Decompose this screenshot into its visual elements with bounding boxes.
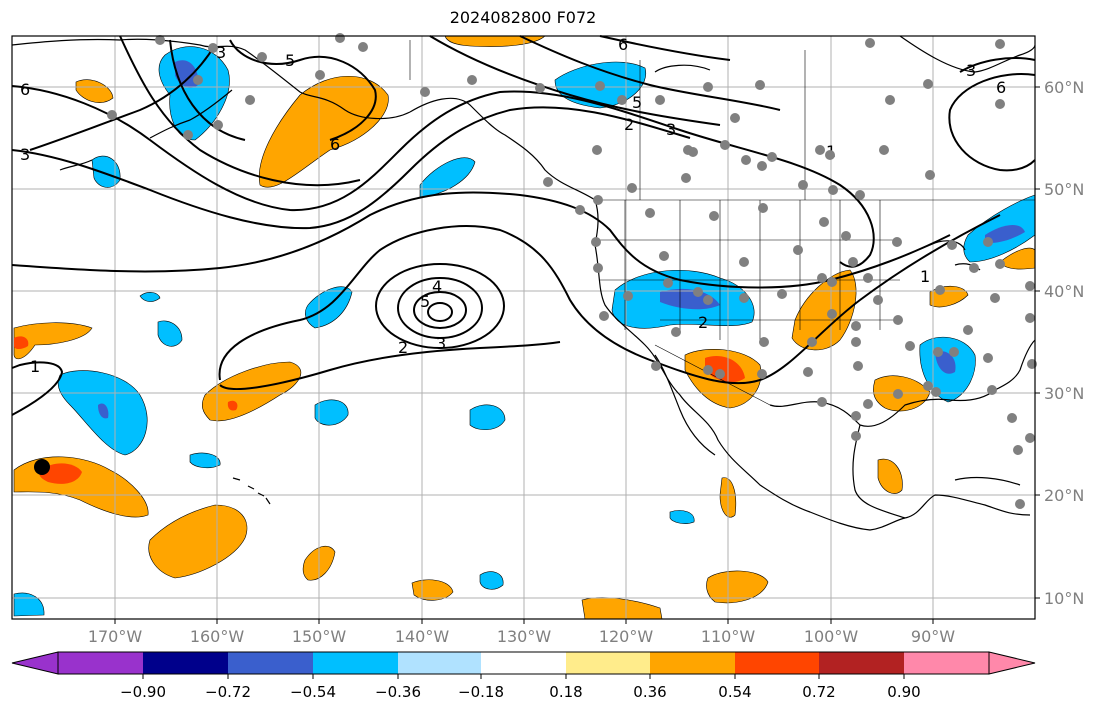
- colorbar-tick-label: 0.72: [802, 683, 835, 701]
- graticule: [12, 36, 1035, 619]
- political-borders: [409, 40, 1035, 406]
- colorbar-tick-label: −0.72: [205, 683, 251, 701]
- contour-lines: [11, 35, 1036, 416]
- contour-label: 6: [330, 135, 340, 154]
- lat-label: 60°N: [1044, 78, 1084, 97]
- lon-label: 120°W: [599, 627, 654, 646]
- lat-label: 20°N: [1044, 486, 1084, 505]
- lat-label: 40°N: [1044, 282, 1084, 301]
- map-title: 2024082800 F072: [449, 8, 597, 27]
- lat-label: 30°N: [1044, 384, 1084, 403]
- contour-label: 5: [632, 93, 642, 112]
- contour-label: 3: [436, 334, 446, 353]
- lon-label: 110°W: [701, 627, 756, 646]
- colorbar-tick-label: −0.90: [120, 683, 166, 701]
- station-markers: [107, 33, 1037, 509]
- colorbar: −0.90 −0.72 −0.54 −0.36 −0.18 0.18 0.36 …: [11, 651, 1036, 701]
- colorbar-tick-label: 0.18: [549, 683, 582, 701]
- colorbar-tick-label: 0.90: [887, 683, 920, 701]
- contour-label: 3: [966, 61, 976, 80]
- contour-label: 6: [996, 78, 1006, 97]
- contour-label: 1: [920, 267, 930, 286]
- contour-label: 2: [698, 313, 708, 332]
- lat-label: 10°N: [1044, 589, 1084, 608]
- lon-label: 130°W: [497, 627, 552, 646]
- colorbar-tick-label: −0.54: [290, 683, 336, 701]
- latitude-labels: 60°N 50°N 40°N 30°N 20°N 10°N: [1044, 78, 1084, 608]
- lon-label: 100°W: [804, 627, 859, 646]
- contour-label: 3: [666, 120, 676, 139]
- contour-label: 5: [285, 51, 295, 70]
- lon-label: 160°W: [190, 627, 245, 646]
- colorbar-tick-label: −0.18: [458, 683, 504, 701]
- contour-label: 3: [20, 145, 30, 164]
- colorbar-extend-high: [988, 651, 1036, 675]
- axis-ticks: [114, 86, 1040, 624]
- contour-label: 6: [618, 35, 628, 54]
- contour-label: 1: [30, 357, 40, 376]
- contour-label: 5: [420, 292, 430, 311]
- longitude-labels: 170°W 160°W 150°W 140°W 130°W 120°W 110°…: [88, 627, 955, 646]
- lat-label: 50°N: [1044, 180, 1084, 199]
- colorbar-tick-label: −0.36: [375, 683, 421, 701]
- lon-label: 150°W: [292, 627, 347, 646]
- contour-label: 2: [398, 338, 408, 357]
- colorbar-extend-low: [11, 651, 59, 675]
- contour-label: 3: [216, 43, 226, 62]
- contour-label: 6: [20, 80, 30, 99]
- coastlines: [11, 35, 1036, 531]
- contour-label: 4: [432, 277, 442, 296]
- colorbar-tick-label: 0.36: [633, 683, 666, 701]
- lon-label: 90°W: [911, 627, 955, 646]
- lon-label: 140°W: [395, 627, 450, 646]
- lon-label: 170°W: [88, 627, 143, 646]
- colorbar-tick-label: 0.54: [718, 683, 751, 701]
- contour-label: 2: [624, 115, 634, 134]
- storm-marker: [34, 459, 50, 475]
